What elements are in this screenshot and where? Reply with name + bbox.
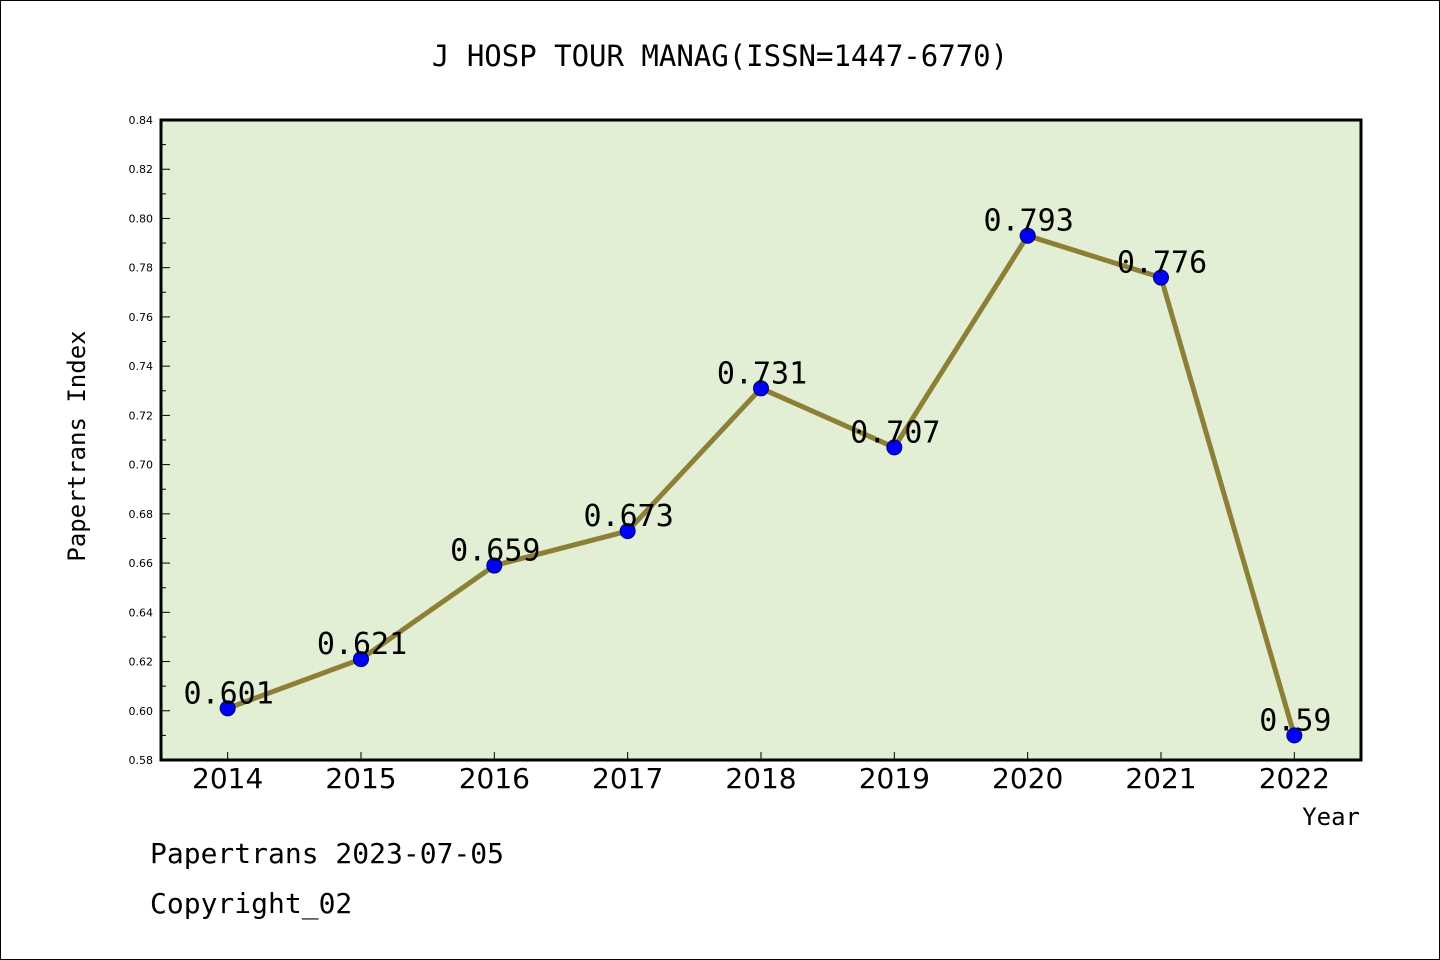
data-point xyxy=(353,651,369,668)
y-tick-label: 0.72 xyxy=(129,409,154,422)
y-tick-label: 0.84 xyxy=(129,114,154,127)
y-tick-label: 0.80 xyxy=(129,212,154,225)
y-tick-label: 0.58 xyxy=(129,754,154,767)
x-tick-label: 2021 xyxy=(1125,762,1196,795)
x-tick-label: 2017 xyxy=(592,762,663,795)
data-point xyxy=(619,523,636,540)
data-point xyxy=(886,439,903,456)
data-point xyxy=(1019,227,1036,244)
y-tick-label: 0.70 xyxy=(129,459,154,472)
x-axis-label: Year xyxy=(1302,803,1360,831)
x-tick-label: 2022 xyxy=(1259,762,1330,795)
data-label: 0.659 xyxy=(450,534,540,569)
x-tick-label: 2018 xyxy=(725,762,796,795)
data-point xyxy=(486,557,503,574)
x-tick-label: 2020 xyxy=(992,762,1063,795)
data-label: 0.601 xyxy=(184,676,274,711)
y-tick-label: 0.76 xyxy=(129,311,154,324)
data-label: 0.59 xyxy=(1259,703,1331,738)
plot-border xyxy=(159,118,1363,762)
data-point xyxy=(1153,269,1169,286)
x-tick-label: 2016 xyxy=(459,762,530,795)
x-tick-label: 2014 xyxy=(192,762,263,795)
x-tick-label: 2015 xyxy=(325,762,396,795)
data-label: 0.793 xyxy=(984,204,1074,239)
x-axis: 2014 2015 2016 2017 2018 2019 2020 2021 2022 xyxy=(192,752,1330,795)
y-tick-label: 0.74 xyxy=(129,360,154,373)
y-tick-label: 0.64 xyxy=(129,606,154,619)
y-tick-label: 0.62 xyxy=(129,656,154,669)
data-point xyxy=(1286,727,1303,744)
data-labels-group: 0.601 0.621 0.659 0.673 0.731 0.707 0.793 0.776… xyxy=(184,204,1332,739)
data-label: 0.731 xyxy=(717,356,807,391)
y-tick-label: 0.82 xyxy=(129,163,154,176)
data-label: 0.776 xyxy=(1117,246,1207,281)
y-tick-label: 0.60 xyxy=(129,705,154,718)
data-point xyxy=(219,700,236,717)
chart-title: J HOSP TOUR MANAG(ISSN=1447-6770) xyxy=(432,39,1008,73)
data-point xyxy=(753,380,769,397)
data-label: 0.621 xyxy=(317,627,407,662)
footer-copyright: Copyright_02 xyxy=(150,887,352,921)
y-tick-label: 0.78 xyxy=(129,262,154,275)
x-tick-label: 2019 xyxy=(859,762,930,795)
y-axis: 0.58 0.60 0.62 0.64 0.66 0.68 0.70 0.72 0.74 0.76… xyxy=(129,114,170,767)
series-line-group xyxy=(219,227,1303,744)
data-label: 0.673 xyxy=(584,499,674,534)
y-axis-label: Papertrans Index xyxy=(63,330,91,561)
y-tick-label: 0.66 xyxy=(129,557,154,570)
footer-date: Papertrans 2023-07-05 xyxy=(150,837,504,870)
data-label: 0.707 xyxy=(850,415,940,450)
y-tick-label: 0.68 xyxy=(129,508,154,521)
